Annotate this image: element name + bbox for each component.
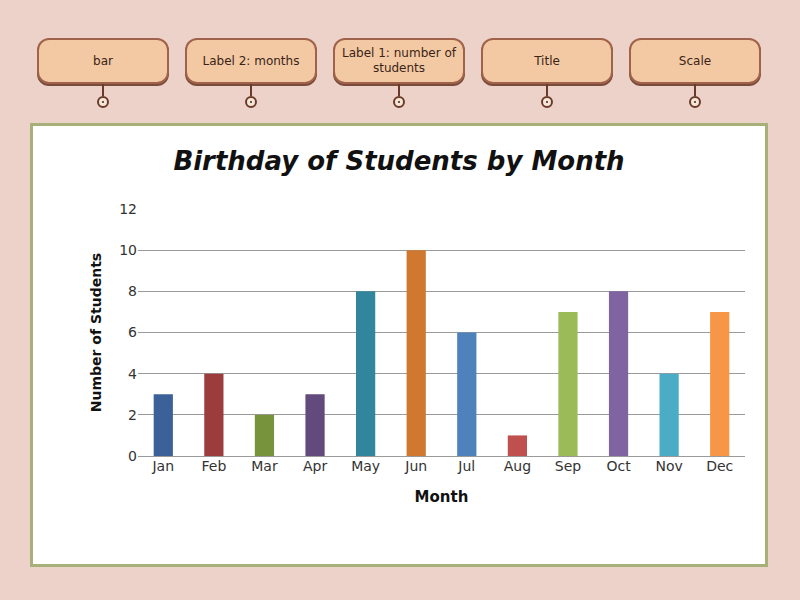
- html-text:Title: Title: [534, 53, 560, 68]
- svg-text:Number of Students: Number of Students: [88, 253, 104, 412]
- svg-text:Feb: Feb: [201, 458, 226, 474]
- svg-text:Jun: Jun: [404, 458, 427, 474]
- html-text:Label 1: number of students: Label 1: number of students: [342, 46, 456, 75]
- svg-text:Apr: Apr: [303, 458, 327, 474]
- svg-text:Month: Month: [415, 488, 469, 506]
- html-text:bar: bar: [93, 53, 113, 68]
- html-text:Scale: Scale: [678, 53, 712, 68]
- svg-text:May: May: [351, 458, 380, 474]
- svg-text:0: 0: [128, 448, 137, 464]
- svg-text:Nov: Nov: [655, 458, 682, 474]
- svg-text:8: 8: [128, 283, 137, 299]
- svg-text:Jan: Jan: [151, 458, 174, 474]
- svg-text:Aug: Aug: [504, 458, 531, 474]
- svg-text:Mar: Mar: [251, 458, 278, 474]
- svg-text:4: 4: [128, 366, 137, 382]
- svg-text:12: 12: [119, 201, 137, 217]
- svg-text:Dec: Dec: [706, 458, 733, 474]
- svg-text:Oct: Oct: [606, 458, 631, 474]
- svg-text:6: 6: [128, 324, 137, 340]
- svg-text:Sep: Sep: [555, 458, 582, 474]
- html-text:Label 2: months: Label 2: months: [202, 53, 300, 68]
- svg-text:2: 2: [128, 407, 137, 423]
- svg-text:Jul: Jul: [457, 458, 475, 474]
- svg-text:Birthday of Students by Month: Birthday of Students by Month: [173, 146, 624, 176]
- svg-text:10: 10: [119, 242, 137, 258]
